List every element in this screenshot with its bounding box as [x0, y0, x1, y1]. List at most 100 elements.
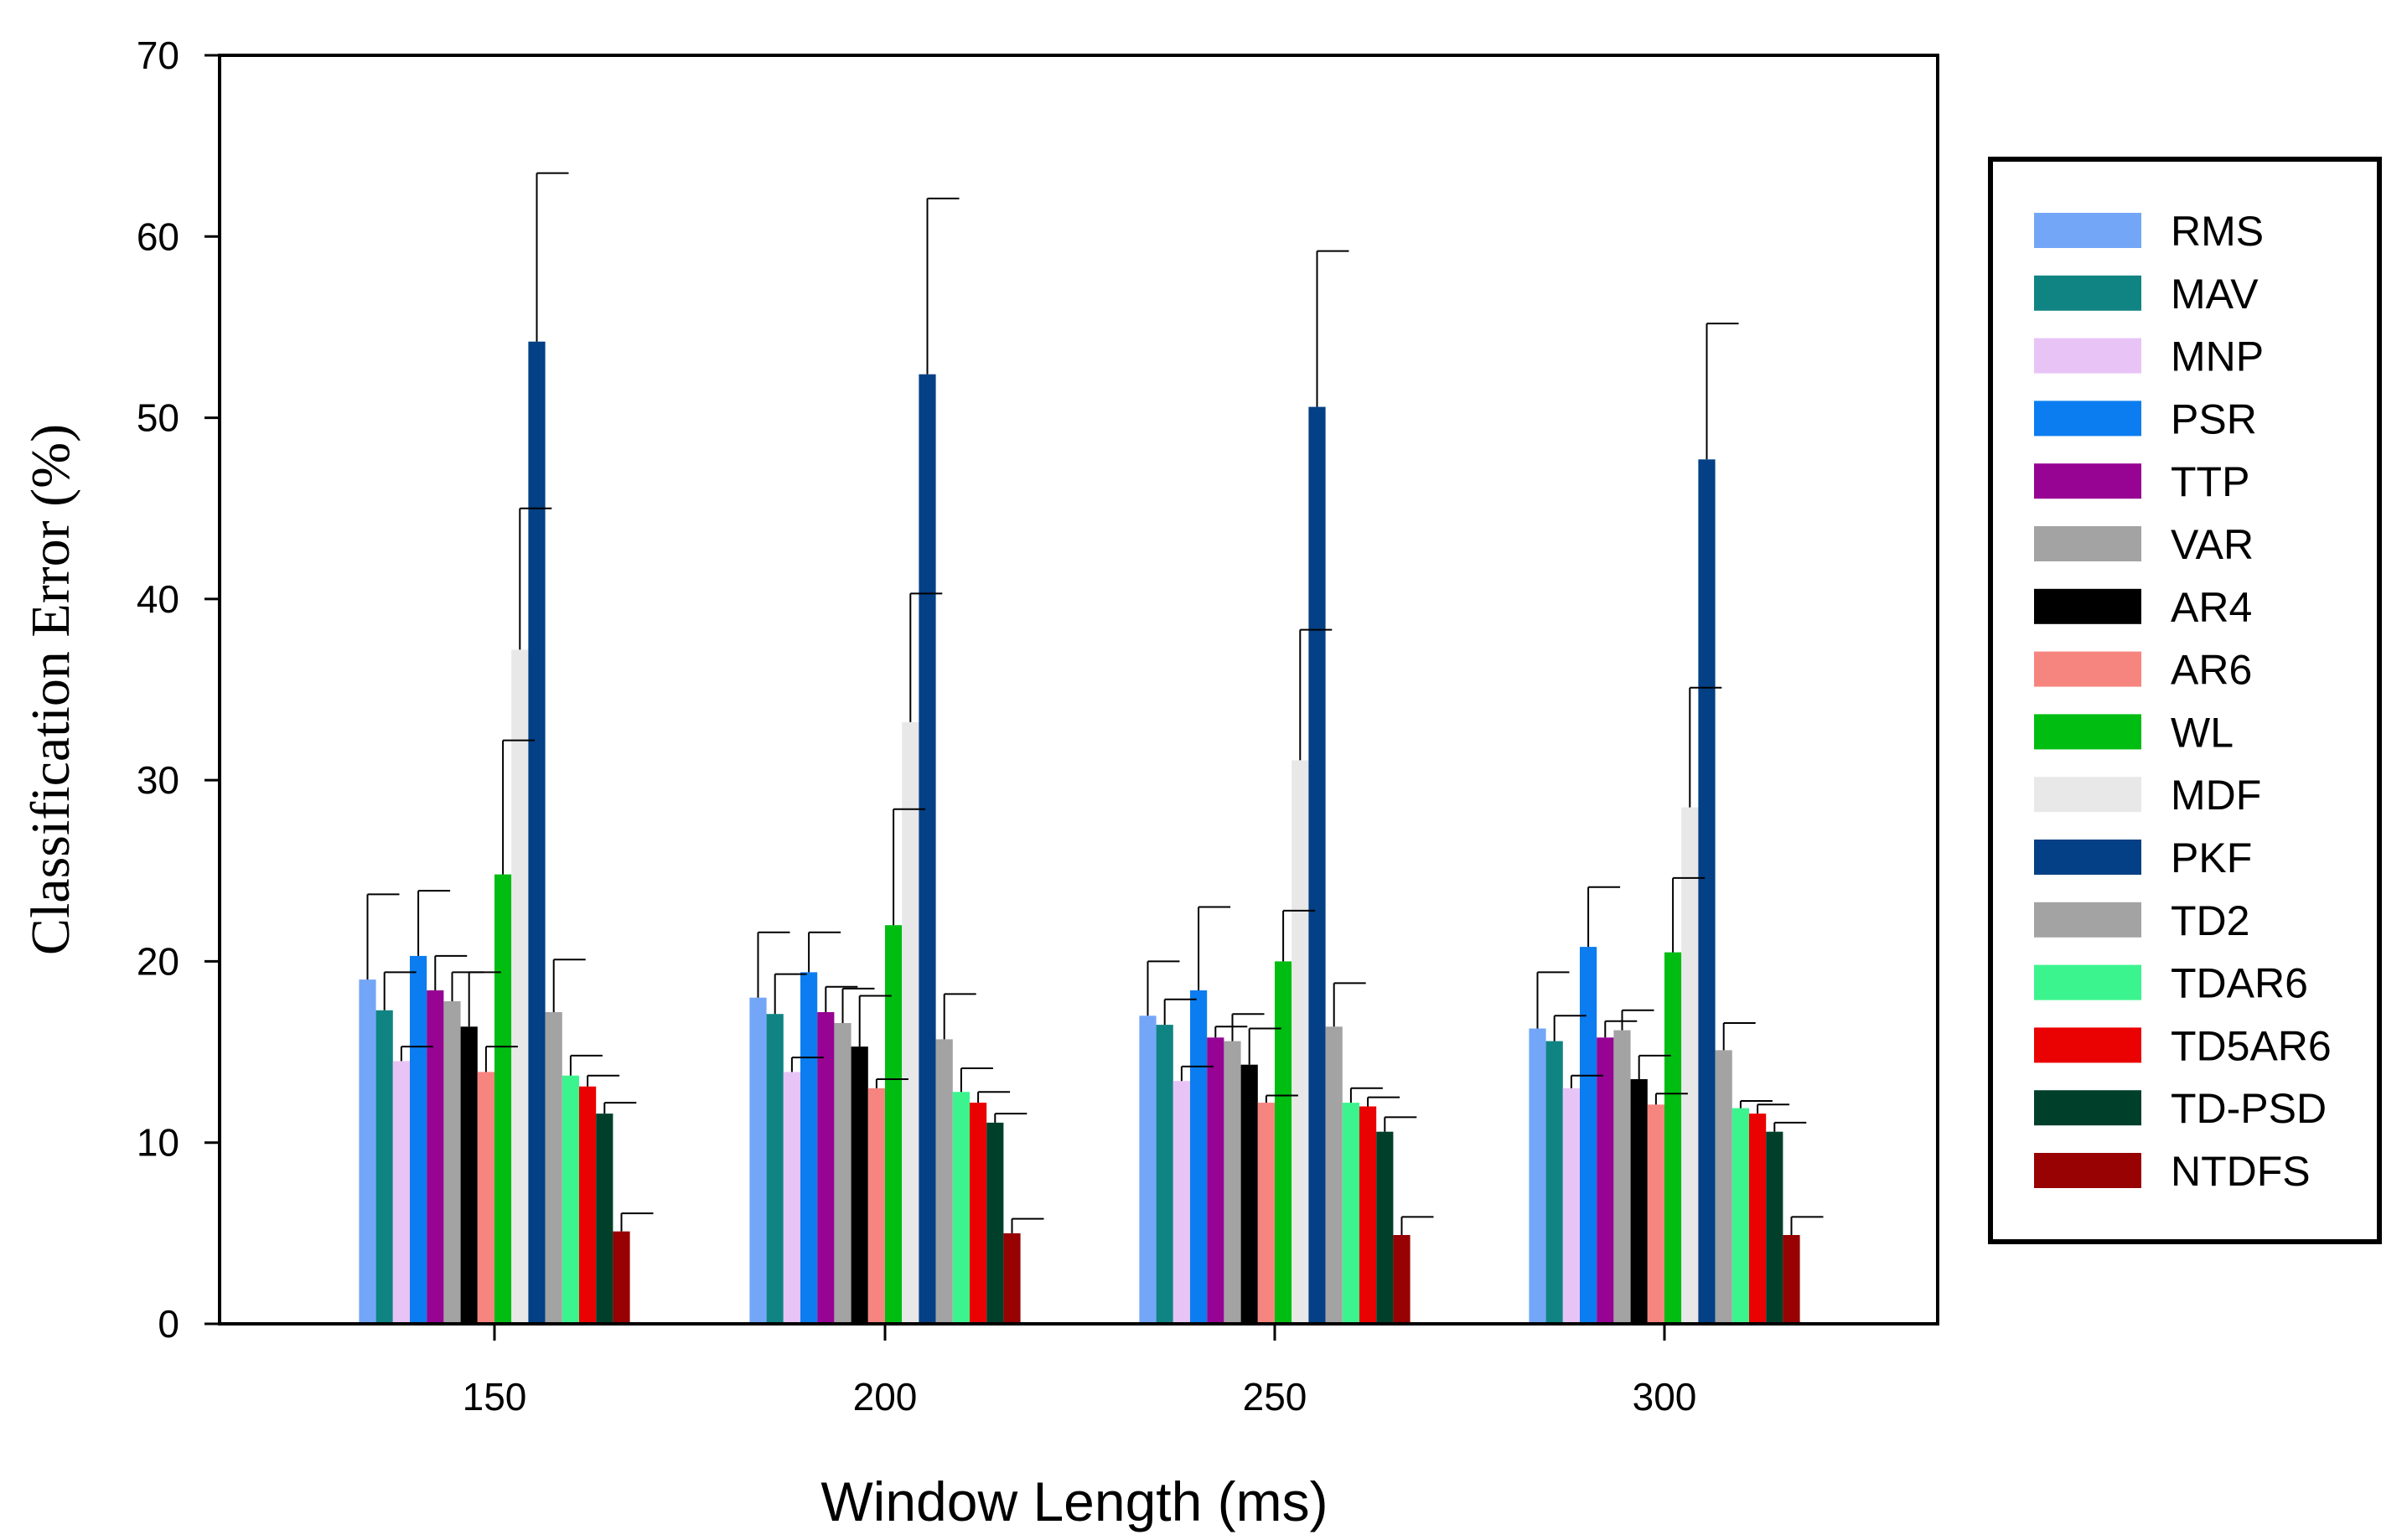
- legend-item-ttp: TTP: [2034, 458, 2249, 505]
- bar-mnp-250: [1172, 1081, 1190, 1324]
- legend-item-var: VAR: [2034, 521, 2254, 568]
- bar-td5ar6-200: [970, 1103, 987, 1324]
- y-tick-label: 10: [137, 1121, 179, 1165]
- bar-ttp-150: [427, 990, 444, 1324]
- legend-swatch: [2034, 275, 2141, 311]
- bar-wl-300: [1664, 952, 1682, 1324]
- legend-frame: [1988, 157, 2382, 1244]
- legend-label: PSR: [2171, 395, 2257, 442]
- legend-swatch: [2034, 588, 2141, 624]
- bar-td2-300: [1715, 1050, 1732, 1324]
- x-tick-label-150: 150: [463, 1375, 527, 1419]
- y-tick-label: 0: [158, 1302, 179, 1346]
- bar-ar6-200: [867, 1088, 885, 1324]
- legend-item-ntdfs: NTDFS: [2034, 1148, 2311, 1195]
- bar-ntdfs-250: [1393, 1235, 1411, 1324]
- legend-swatch: [2034, 1153, 2141, 1188]
- legend-item-ar4: AR4: [2034, 584, 2252, 631]
- bar-rms-300: [1529, 1028, 1546, 1324]
- bar-mav-300: [1545, 1041, 1563, 1324]
- bar-psr-250: [1190, 990, 1208, 1324]
- bar-var-250: [1224, 1041, 1241, 1324]
- legend-swatch: [2034, 213, 2141, 248]
- legend-swatch: [2034, 526, 2141, 561]
- legend: RMS MAV MNP PSR TTP VAR AR4 AR6 WL MDF PKF TD2 TDAR6…: [1988, 157, 2382, 1244]
- bar-mav-150: [375, 1010, 393, 1324]
- plot-frame: [218, 54, 1939, 1326]
- bar-pkf-150: [528, 341, 546, 1325]
- legend-label: MDF: [2171, 772, 2261, 819]
- bar-tdar6-250: [1342, 1103, 1359, 1324]
- bar-wl-200: [885, 925, 903, 1324]
- y-tick-label: 60: [137, 214, 179, 258]
- legend-swatch: [2034, 1090, 2141, 1126]
- legend-label: VAR: [2171, 521, 2254, 568]
- legend-item-td2: TD2: [2034, 897, 2249, 944]
- bar-ntdfs-300: [1783, 1235, 1800, 1324]
- bar-var-200: [834, 1023, 852, 1324]
- legend-label: AR6: [2171, 647, 2252, 694]
- bar-tdar6-200: [952, 1092, 970, 1324]
- bar-td-psd-200: [986, 1122, 1004, 1324]
- bar-rms-250: [1139, 1015, 1157, 1324]
- bar-ttp-250: [1207, 1037, 1224, 1324]
- bar-mdf-300: [1681, 807, 1699, 1324]
- bar-rms-200: [749, 997, 767, 1324]
- legend-swatch: [2034, 714, 2141, 750]
- bar-mdf-200: [902, 721, 919, 1324]
- legend-label: TD-PSD: [2171, 1085, 2327, 1132]
- bar-td5ar6-150: [579, 1086, 597, 1324]
- bar-psr-150: [410, 955, 427, 1324]
- legend-label: MNP: [2171, 333, 2264, 380]
- bar-ar4-300: [1630, 1079, 1648, 1324]
- bar-td5ar6-250: [1359, 1106, 1377, 1324]
- bar-wl-250: [1275, 961, 1292, 1324]
- legend-label: TD2: [2171, 897, 2249, 944]
- legend-label: WL: [2171, 709, 2234, 756]
- error-bars-layer: [366, 172, 1824, 1235]
- bar-mav-250: [1156, 1025, 1173, 1324]
- legend-item-tdar6: TDAR6: [2034, 960, 2308, 1007]
- legend-swatch: [2034, 777, 2141, 813]
- legend-swatch: [2034, 651, 2141, 687]
- legend-item-wl: WL: [2034, 709, 2234, 756]
- x-tick-label-250: 250: [1243, 1375, 1307, 1419]
- legend-swatch: [2034, 401, 2141, 437]
- bar-var-150: [443, 1001, 461, 1324]
- legend-swatch: [2034, 1027, 2141, 1063]
- bar-td2-200: [935, 1039, 953, 1324]
- bar-td2-150: [545, 1012, 562, 1324]
- legend-item-mnp: MNP: [2034, 333, 2264, 380]
- bar-ar6-250: [1257, 1103, 1275, 1324]
- legend-swatch: [2034, 463, 2141, 499]
- x-tick-label-300: 300: [1633, 1375, 1697, 1419]
- y-tick-label: 70: [137, 34, 179, 77]
- y-axis: 0 10 20 30 40 50 60 70: [137, 34, 220, 1346]
- bar-ttp-300: [1597, 1037, 1614, 1324]
- legend-label: PKF: [2171, 835, 2252, 881]
- bar-var-300: [1613, 1030, 1631, 1324]
- legend-label: TTP: [2171, 458, 2249, 505]
- bar-pkf-300: [1698, 459, 1716, 1324]
- bar-td-psd-300: [1766, 1131, 1783, 1324]
- legend-swatch: [2034, 338, 2141, 374]
- legend-label: AR4: [2171, 584, 2252, 631]
- bar-psr-200: [800, 972, 818, 1324]
- legend-items: RMS MAV MNP PSR TTP VAR AR4 AR6 WL MDF PKF TD2 TDAR6…: [2034, 208, 2332, 1195]
- legend-label: TDAR6: [2171, 960, 2308, 1007]
- y-tick-label: 20: [137, 939, 179, 983]
- bar-pkf-250: [1308, 406, 1326, 1325]
- legend-swatch: [2034, 902, 2141, 938]
- legend-label: TD5AR6: [2171, 1022, 2332, 1069]
- bar-pkf-200: [919, 374, 936, 1325]
- legend-label: RMS: [2171, 208, 2264, 255]
- legend-item-mav: MAV: [2034, 271, 2259, 318]
- legend-item-td5ar6: TD5AR6: [2034, 1022, 2332, 1069]
- legend-item-ar6: AR6: [2034, 647, 2252, 694]
- legend-item-psr: PSR: [2034, 395, 2257, 442]
- bar-ar4-250: [1240, 1064, 1258, 1324]
- legend-swatch: [2034, 964, 2141, 1000]
- bar-mdf-250: [1291, 760, 1309, 1324]
- bar-wl-150: [494, 874, 512, 1324]
- bar-mnp-200: [783, 1072, 800, 1324]
